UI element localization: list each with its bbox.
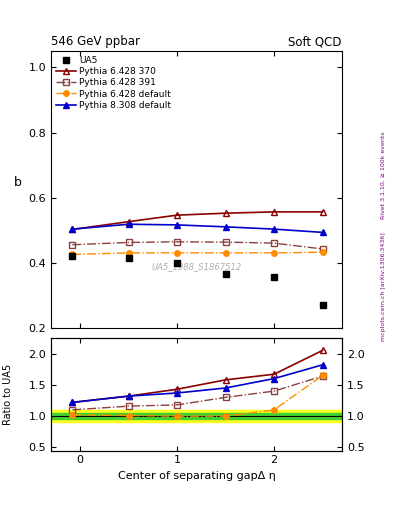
Pythia 6.428 default: [126, 250, 131, 256]
UA5: [126, 254, 131, 261]
UA5: [320, 302, 325, 308]
Pythia 6.428 370: [70, 226, 75, 232]
Pythia 8.308 default: [320, 229, 325, 236]
UA5: [70, 253, 75, 259]
UA5: [175, 260, 180, 266]
X-axis label: Center of separating gapΔ η: Center of separating gapΔ η: [118, 471, 275, 481]
Legend: UA5, Pythia 6.428 370, Pythia 6.428 391, Pythia 6.428 default, Pythia 8.308 defa: UA5, Pythia 6.428 370, Pythia 6.428 391,…: [54, 54, 173, 112]
Pythia 6.428 370: [320, 209, 325, 215]
Pythia 6.428 370: [126, 219, 131, 225]
Line: UA5: UA5: [69, 253, 326, 308]
Text: UA5_1988_S1867512: UA5_1988_S1867512: [151, 262, 242, 271]
Bar: [51, 410, 342, 422]
Line: Pythia 6.428 default: Pythia 6.428 default: [70, 249, 325, 257]
Pythia 6.428 default: [175, 250, 180, 256]
Text: 546 GeV ppbar: 546 GeV ppbar: [51, 35, 140, 49]
Pythia 6.428 391: [70, 242, 75, 248]
Pythia 6.428 391: [175, 239, 180, 245]
Pythia 6.428 370: [175, 212, 180, 218]
Pythia 6.428 default: [320, 249, 325, 255]
Line: Pythia 6.428 391: Pythia 6.428 391: [69, 239, 326, 252]
Pythia 6.428 391: [272, 240, 276, 246]
Pythia 8.308 default: [175, 222, 180, 228]
Pythia 6.428 370: [272, 209, 276, 215]
Pythia 6.428 370: [223, 210, 228, 216]
Text: Rivet 3.1.10, ≥ 100k events: Rivet 3.1.10, ≥ 100k events: [381, 132, 386, 220]
UA5: [272, 274, 276, 281]
Pythia 8.308 default: [70, 226, 75, 232]
Line: Pythia 6.428 370: Pythia 6.428 370: [69, 208, 326, 233]
Pythia 6.428 391: [126, 240, 131, 246]
Y-axis label: b: b: [13, 177, 21, 189]
Pythia 8.308 default: [126, 221, 131, 227]
Bar: [51, 413, 342, 419]
Pythia 6.428 default: [70, 251, 75, 258]
Pythia 8.308 default: [223, 224, 228, 230]
Y-axis label: Ratio to UA5: Ratio to UA5: [3, 364, 13, 425]
Pythia 6.428 391: [223, 239, 228, 245]
Pythia 6.428 391: [320, 246, 325, 252]
Pythia 6.428 default: [272, 250, 276, 256]
Text: mcplots.cern.ch [arXiv:1306.3436]: mcplots.cern.ch [arXiv:1306.3436]: [381, 232, 386, 340]
Pythia 8.308 default: [272, 226, 276, 232]
Text: Soft QCD: Soft QCD: [288, 35, 342, 49]
Line: Pythia 8.308 default: Pythia 8.308 default: [69, 221, 326, 236]
Pythia 6.428 default: [223, 250, 228, 256]
UA5: [223, 271, 228, 277]
